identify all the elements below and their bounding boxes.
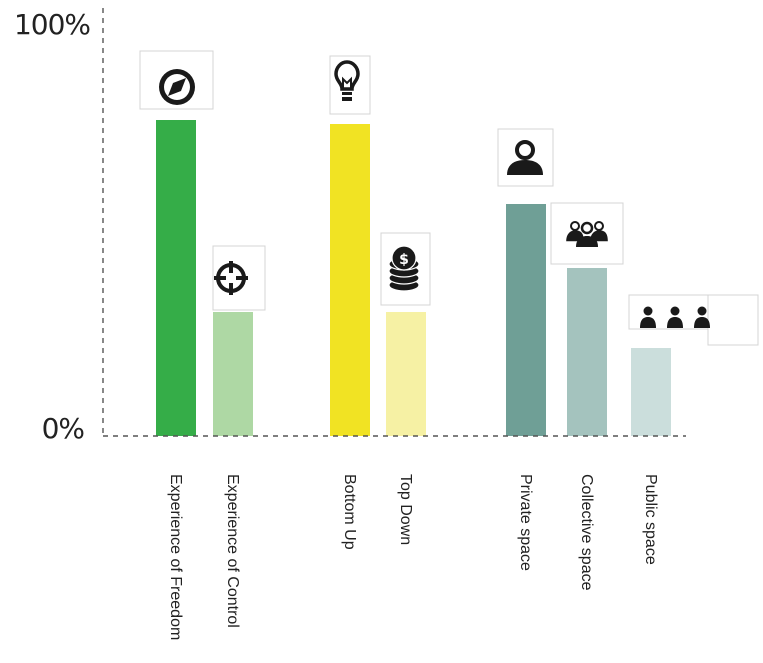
x-tick-label-1: Experience of Control (224, 474, 241, 628)
x-tick-label-3: Top Down (397, 474, 414, 545)
x-tick-label-0: Experience of Freedom (167, 474, 184, 640)
y-tick-label-max: 100% (14, 8, 90, 41)
compass-icon (159, 69, 195, 105)
svg-text:$: $ (399, 252, 409, 268)
bar-1 (213, 312, 253, 436)
x-tick-label-2: Bottom Up (341, 474, 358, 550)
x-tick-label-6: Public space (642, 474, 659, 565)
crosshair-icon (214, 261, 248, 295)
x-tick-label-5: Collective space (578, 474, 595, 591)
bar-5 (567, 268, 607, 436)
lightbulb-icon (334, 60, 360, 101)
icons-layer: $ (139, 50, 759, 346)
group-icon (566, 221, 608, 247)
crowd-icon (640, 306, 710, 328)
y-tick-label-min: 0% (42, 412, 85, 445)
category-labels: Experience of Freedom Experience of Contr… (167, 474, 659, 640)
x-tick-label-4: Private space (517, 474, 534, 571)
person-icon (507, 140, 543, 175)
bar-2 (330, 124, 370, 436)
coin-stack-icon: $ (388, 245, 420, 292)
bar-0 (156, 120, 196, 436)
bar-6 (631, 348, 671, 436)
bar-4 (506, 204, 546, 436)
crowd-icon-extra-frame (707, 294, 759, 346)
bar-3 (386, 312, 426, 436)
bars-layer (156, 120, 671, 436)
